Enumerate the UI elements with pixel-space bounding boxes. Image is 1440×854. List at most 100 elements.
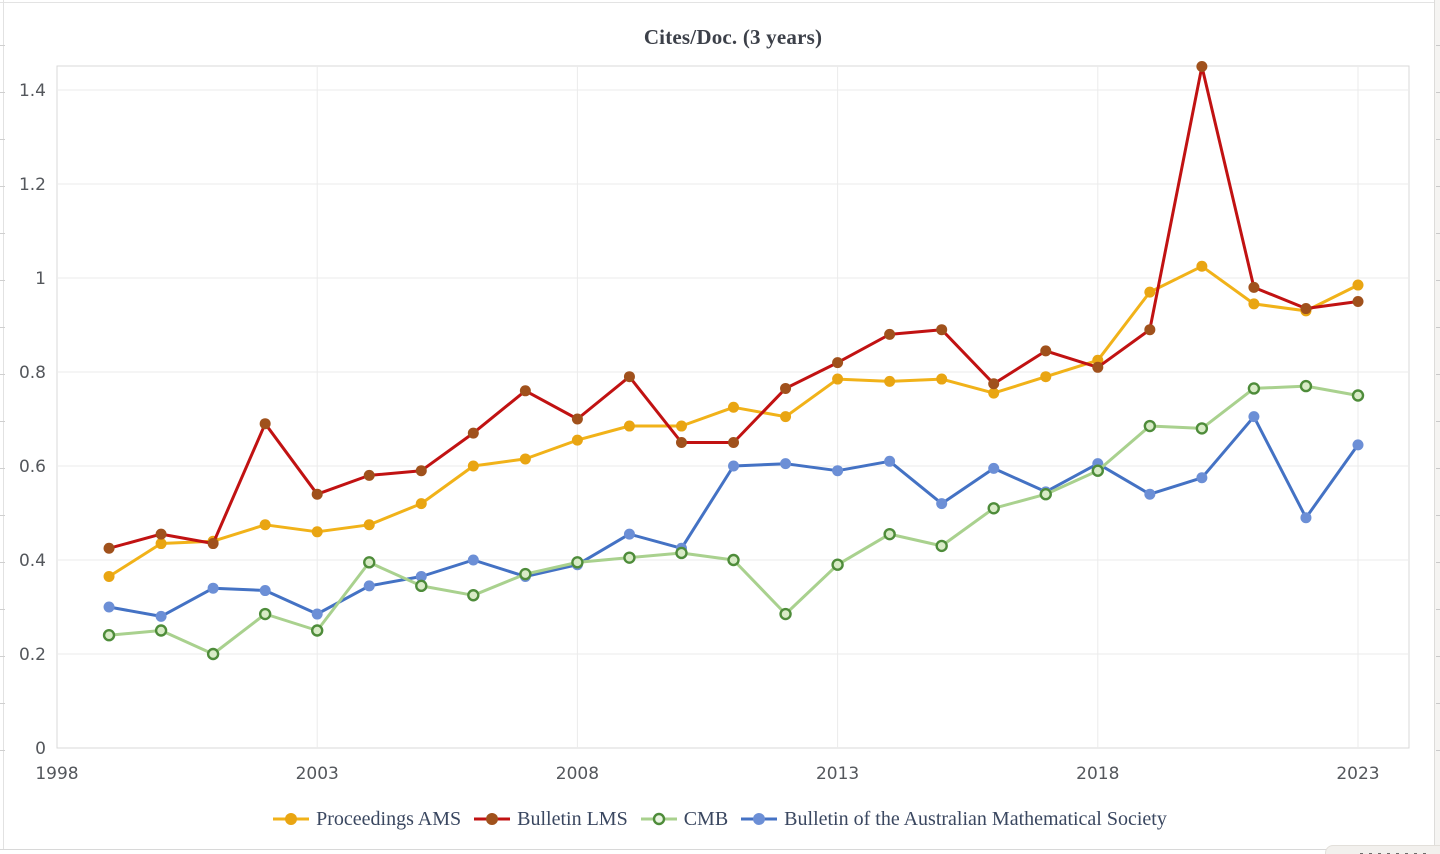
data-point-cmb [519, 567, 532, 581]
left-edge-tick [0, 233, 5, 234]
left-edge-tick [0, 45, 5, 46]
data-point-bulletin-of-the-australian-mathematical-society [467, 554, 479, 566]
data-point-proceedings-ams [1040, 371, 1052, 383]
data-point-bulletin-lms [311, 488, 323, 500]
legend-marker-icon [474, 813, 511, 825]
chart-legend: Proceedings AMS Bulletin LMS CMB Bulletin o… [0, 801, 1440, 837]
legend-marker-icon [741, 813, 778, 825]
data-point-cmb [1195, 422, 1209, 435]
y-tick-label: 0.2 [19, 645, 46, 665]
data-point-proceedings-ams [103, 570, 115, 582]
data-point-bulletin-of-the-australian-mathematical-society [155, 610, 167, 622]
data-point-bulletin-lms [1248, 281, 1260, 293]
y-tick-label: 0.8 [19, 363, 46, 383]
right-edge-tick [1436, 515, 1440, 516]
data-point-cmb [1247, 382, 1261, 395]
data-point-cmb [935, 539, 948, 553]
data-point-bulletin-lms [1300, 303, 1312, 315]
data-point-bulletin-lms [884, 328, 896, 340]
legend-label: Bulletin LMS [517, 807, 628, 830]
left-edge-tick [0, 750, 5, 751]
data-point-bulletin-lms [936, 324, 948, 336]
data-point-cmb [467, 589, 480, 602]
data-point-proceedings-ams [415, 498, 427, 510]
data-point-bulletin-lms [832, 357, 844, 369]
data-point-proceedings-ams [1352, 279, 1364, 291]
left-edge-tick [0, 186, 5, 187]
data-point-bulletin-lms [519, 385, 531, 397]
data-point-bulletin-lms [623, 371, 635, 383]
data-point-proceedings-ams [728, 401, 740, 413]
data-point-proceedings-ams [519, 453, 531, 465]
y-tick-label: 1 [35, 269, 46, 289]
data-point-bulletin-of-the-australian-mathematical-society [780, 458, 792, 470]
legend-item-proceedings-ams[interactable]: Proceedings AMS [273, 808, 461, 831]
left-edge-tick [0, 92, 5, 93]
data-point-proceedings-ams [363, 519, 375, 531]
data-point-cmb [779, 607, 792, 621]
partial-button-bottom-right[interactable] [1325, 845, 1440, 854]
legend-marker-icon [273, 813, 310, 825]
right-edge-tick [1436, 609, 1440, 610]
legend-label: CMB [683, 807, 729, 830]
data-point-bulletin-of-the-australian-mathematical-society [311, 608, 323, 620]
data-point-proceedings-ams [1144, 286, 1156, 298]
right-edge-tick [1436, 703, 1440, 704]
data-point-bulletin-of-the-australian-mathematical-society [936, 498, 948, 510]
right-edge-tick [1436, 186, 1440, 187]
legend-item-bulletin-lms[interactable]: Bulletin LMS [474, 808, 628, 831]
data-point-cmb [1143, 419, 1157, 433]
x-tick-label: 2003 [296, 764, 339, 784]
data-point-cmb [1299, 379, 1313, 393]
data-point-proceedings-ams [571, 434, 583, 446]
data-point-cmb [571, 556, 584, 569]
data-point-cmb [1091, 464, 1105, 477]
data-point-bulletin-of-the-australian-mathematical-society [415, 570, 427, 582]
data-point-proceedings-ams [936, 373, 948, 385]
right-edge-tick [1436, 562, 1440, 563]
left-edge-tick [0, 327, 5, 328]
data-point-bulletin-lms [675, 437, 687, 448]
y-tick-label: 0.6 [19, 457, 46, 477]
data-point-cmb [363, 556, 376, 569]
data-point-bulletin-of-the-australian-mathematical-society [728, 460, 740, 472]
x-tick-label: 2018 [1076, 764, 1119, 784]
data-point-bulletin-lms [415, 465, 427, 477]
left-edge-tick [0, 703, 5, 704]
data-point-bulletin-of-the-australian-mathematical-society [988, 462, 1000, 474]
data-point-cmb [727, 553, 740, 567]
right-edge-tick [1436, 468, 1440, 469]
left-edge-tick [0, 515, 5, 516]
left-edge-tick [0, 139, 5, 140]
right-edge-tick [1436, 327, 1440, 328]
data-point-cmb [415, 579, 428, 593]
data-point-bulletin-lms [155, 528, 167, 540]
data-point-proceedings-ams [675, 420, 687, 432]
right-edge-tick [1436, 233, 1440, 234]
data-point-proceedings-ams [1248, 298, 1260, 310]
legend-item-cmb[interactable]: CMB [640, 807, 729, 831]
left-edge-tick [0, 656, 5, 657]
y-tick-label: 1.2 [19, 175, 46, 195]
legend-item-bulletin-of-the-australian-mathematical-society[interactable]: Bulletin of the Australian Mathematical … [741, 808, 1167, 831]
y-tick-label: 0 [35, 739, 46, 759]
data-point-bulletin-of-the-australian-mathematical-society [623, 528, 635, 540]
right-edge-tick [1436, 92, 1440, 93]
data-point-bulletin-lms [259, 418, 271, 430]
legend-marker-icon [640, 812, 677, 826]
right-edge-tick [1436, 280, 1440, 281]
left-border-line [3, 0, 4, 849]
legend-label: Bulletin of the Australian Mathematical … [784, 807, 1167, 830]
y-tick-label: 0.4 [19, 551, 46, 571]
data-point-cmb [154, 624, 168, 637]
data-point-bulletin-lms [103, 542, 115, 554]
data-point-cmb [987, 502, 1000, 515]
data-point-bulletin-of-the-australian-mathematical-society [363, 580, 375, 592]
data-point-cmb [623, 551, 636, 564]
data-point-bulletin-of-the-australian-mathematical-society [1248, 411, 1260, 423]
data-point-bulletin-lms [363, 469, 375, 481]
right-edge-tick [1436, 421, 1440, 422]
data-point-proceedings-ams [311, 526, 323, 538]
bottom-border-line [0, 849, 1440, 850]
